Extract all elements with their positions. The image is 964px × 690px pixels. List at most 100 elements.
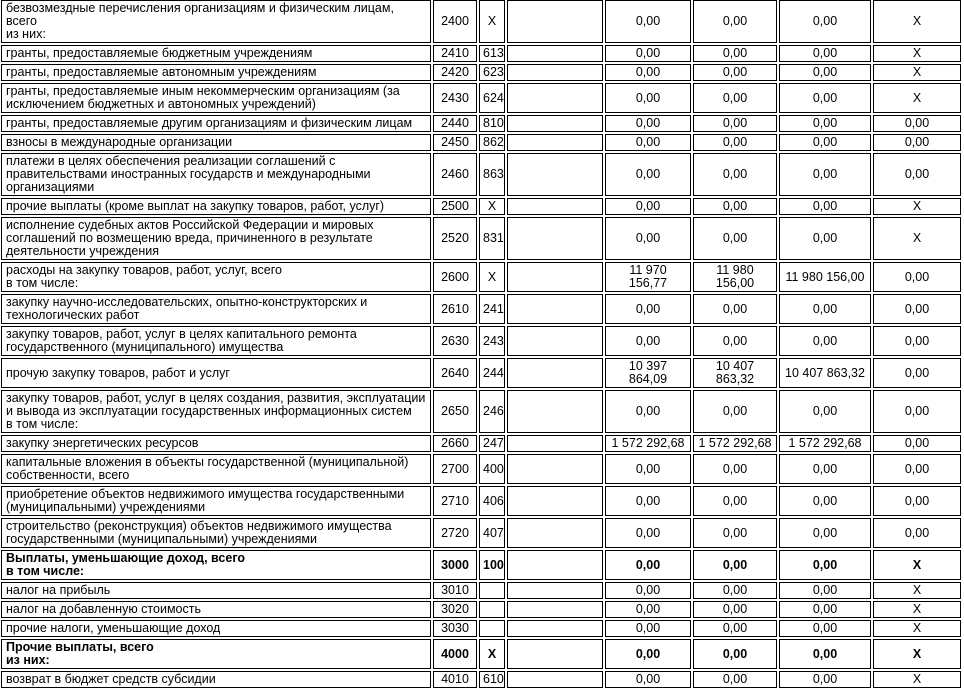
amount-cell-3: 0,00: [779, 83, 871, 113]
indicator-name-cell: платежи в целях обеспечения реализации с…: [1, 153, 431, 196]
amount-cell-1: 0,00: [605, 671, 691, 688]
indicator-name-cell: закупку товаров, работ, услуг в целях со…: [1, 390, 431, 433]
amount-cell-2: 0,00: [693, 601, 777, 618]
budget-code-cell: 243: [479, 326, 505, 356]
amount-cell-2: 0,00: [693, 83, 777, 113]
analytics-blank-cell: [507, 390, 603, 433]
table-row: Выплаты, уменьшающие доход, всего в том …: [1, 550, 961, 580]
line-code-cell: 2460: [433, 153, 477, 196]
amount-cell-2: 0,00: [693, 639, 777, 669]
analytics-blank-cell: [507, 294, 603, 324]
budget-code-cell: 610: [479, 671, 505, 688]
table-row: закупку научно-исследовательских, опытно…: [1, 294, 961, 324]
amount-cell-2: 0,00: [693, 153, 777, 196]
table-row: закупку энергетических ресурсов 2660 247…: [1, 435, 961, 452]
analytics-blank-cell: [507, 83, 603, 113]
analytics-blank-cell: [507, 620, 603, 637]
line-code-cell: 2420: [433, 64, 477, 81]
indicator-name-cell: строительство (реконструкция) объектов н…: [1, 518, 431, 548]
analytics-blank-cell: [507, 115, 603, 132]
amount-cell-4: X: [873, 550, 961, 580]
line-code-cell: 2640: [433, 358, 477, 388]
analytics-blank-cell: [507, 601, 603, 618]
amount-cell-4: X: [873, 64, 961, 81]
amount-cell-3: 0,00: [779, 518, 871, 548]
analytics-blank-cell: [507, 64, 603, 81]
analytics-blank-cell: [507, 0, 603, 43]
budget-code-cell: 613: [479, 45, 505, 62]
amount-cell-3: 0,00: [779, 115, 871, 132]
amount-cell-2: 1 572 292,68: [693, 435, 777, 452]
line-code-cell: 2400: [433, 0, 477, 43]
analytics-blank-cell: [507, 486, 603, 516]
amount-cell-2: 0,00: [693, 671, 777, 688]
table-row: исполнение судебных актов Российской Фед…: [1, 217, 961, 260]
amount-cell-4: X: [873, 83, 961, 113]
table-row: расходы на закупку товаров, работ, услуг…: [1, 262, 961, 292]
analytics-blank-cell: [507, 217, 603, 260]
indicator-name-cell: налог на добавленную стоимость: [1, 601, 431, 618]
analytics-blank-cell: [507, 639, 603, 669]
indicator-name-cell: взносы в международные организации: [1, 134, 431, 151]
amount-cell-1: 0,00: [605, 454, 691, 484]
amount-cell-4: 0,00: [873, 115, 961, 132]
amount-cell-3: 0,00: [779, 454, 871, 484]
analytics-blank-cell: [507, 262, 603, 292]
indicator-name-cell: закупку научно-исследовательских, опытно…: [1, 294, 431, 324]
indicator-name-cell: гранты, предоставляемые другим организац…: [1, 115, 431, 132]
line-code-cell: 2720: [433, 518, 477, 548]
amount-cell-3: 0,00: [779, 0, 871, 43]
table-row: прочую закупку товаров, работ и услуг 26…: [1, 358, 961, 388]
amount-cell-4: X: [873, 582, 961, 599]
line-code-cell: 2500: [433, 198, 477, 215]
budget-code-cell: [479, 582, 505, 599]
amount-cell-2: 0,00: [693, 454, 777, 484]
analytics-blank-cell: [507, 358, 603, 388]
line-code-cell: 2410: [433, 45, 477, 62]
amount-cell-3: 0,00: [779, 217, 871, 260]
line-code-cell: 2710: [433, 486, 477, 516]
amount-cell-3: 0,00: [779, 601, 871, 618]
amount-cell-1: 0,00: [605, 639, 691, 669]
amount-cell-3: 0,00: [779, 64, 871, 81]
amount-cell-1: 0,00: [605, 198, 691, 215]
indicator-name-cell: прочие выплаты (кроме выплат на закупку …: [1, 198, 431, 215]
table-row: капитальные вложения в объекты государст…: [1, 454, 961, 484]
analytics-blank-cell: [507, 518, 603, 548]
amount-cell-1: 10 397 864,09: [605, 358, 691, 388]
amount-cell-4: X: [873, 639, 961, 669]
amount-cell-3: 0,00: [779, 45, 871, 62]
amount-cell-1: 0,00: [605, 294, 691, 324]
budget-code-cell: 247: [479, 435, 505, 452]
budget-code-cell: 246: [479, 390, 505, 433]
table-row: возврат в бюджет средств субсидии 4010 6…: [1, 671, 961, 688]
line-code-cell: 2610: [433, 294, 477, 324]
amount-cell-2: 10 407 863,32: [693, 358, 777, 388]
indicator-name-cell: Прочие выплаты, всего из них:: [1, 639, 431, 669]
budget-code-cell: X: [479, 262, 505, 292]
indicator-name-cell: Выплаты, уменьшающие доход, всего в том …: [1, 550, 431, 580]
amount-cell-1: 1 572 292,68: [605, 435, 691, 452]
indicator-name-cell: гранты, предоставляемые иным некоммерчес…: [1, 83, 431, 113]
line-code-cell: 3030: [433, 620, 477, 637]
amount-cell-2: 0,00: [693, 64, 777, 81]
amount-cell-2: 0,00: [693, 134, 777, 151]
amount-cell-1: 0,00: [605, 64, 691, 81]
amount-cell-3: 0,00: [779, 582, 871, 599]
amount-cell-4: 0,00: [873, 454, 961, 484]
amount-cell-4: X: [873, 671, 961, 688]
line-code-cell: 2450: [433, 134, 477, 151]
amount-cell-4: 0,00: [873, 134, 961, 151]
amount-cell-2: 0,00: [693, 115, 777, 132]
indicator-name-cell: безвозмездные перечисления организациям …: [1, 0, 431, 43]
line-code-cell: 3020: [433, 601, 477, 618]
amount-cell-4: X: [873, 601, 961, 618]
line-code-cell: 2600: [433, 262, 477, 292]
budget-code-cell: 810: [479, 115, 505, 132]
table-row: налог на прибыль 3010 0,00 0,00 0,00 X: [1, 582, 961, 599]
indicator-name-cell: прочую закупку товаров, работ и услуг: [1, 358, 431, 388]
analytics-blank-cell: [507, 198, 603, 215]
budget-code-cell: 862: [479, 134, 505, 151]
amount-cell-3: 10 407 863,32: [779, 358, 871, 388]
